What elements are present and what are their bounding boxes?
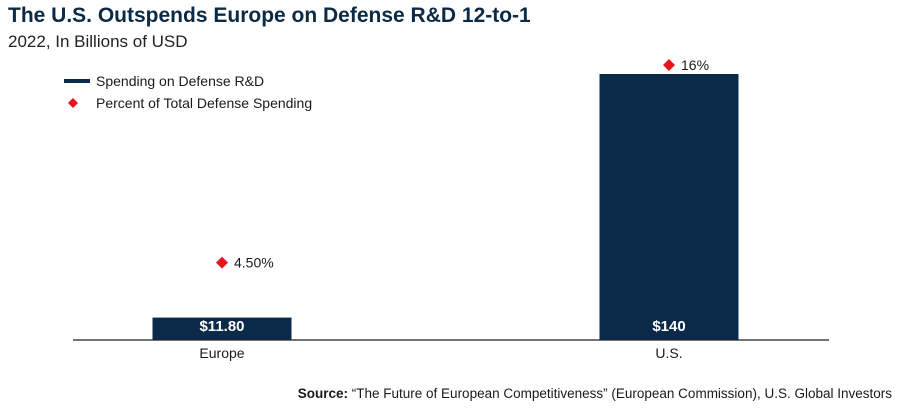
legend-bar-swatch [64,79,90,83]
legend-label-percent: Percent of Total Defense Spending [96,95,312,111]
source-note: Source: “The Future of European Competit… [298,386,892,401]
bar-value-label-europe: $11.80 [199,318,244,335]
source-label: Source: [297,386,348,401]
percent-marker-europe [216,256,228,269]
plot-area: $11.80 Europe 4.50% $140 U.S. 16% [152,57,739,361]
percent-label-europe: 4.50% [234,255,274,271]
percent-marker-u-s [663,59,675,71]
legend-label-spending: Spending on Defense R&D [96,73,264,89]
legend: Spending on Defense R&D Percent of Total… [64,73,312,111]
source-text: “The Future of European Competitiveness”… [351,386,892,401]
percent-label-u-s: 16% [681,57,709,73]
bar-value-label-u-s: $140 [652,318,685,335]
bar-europe [152,317,292,340]
chart-subtitle: 2022, In Billions of USD [8,32,188,51]
chart-title: The U.S. Outspends Europe on Defense R&D… [8,4,531,27]
x-tick-label-europe: Europe [199,345,244,361]
bar-u-s [599,74,739,340]
x-tick-label-u-s: U.S. [655,345,682,361]
legend-diamond-icon [68,98,78,108]
